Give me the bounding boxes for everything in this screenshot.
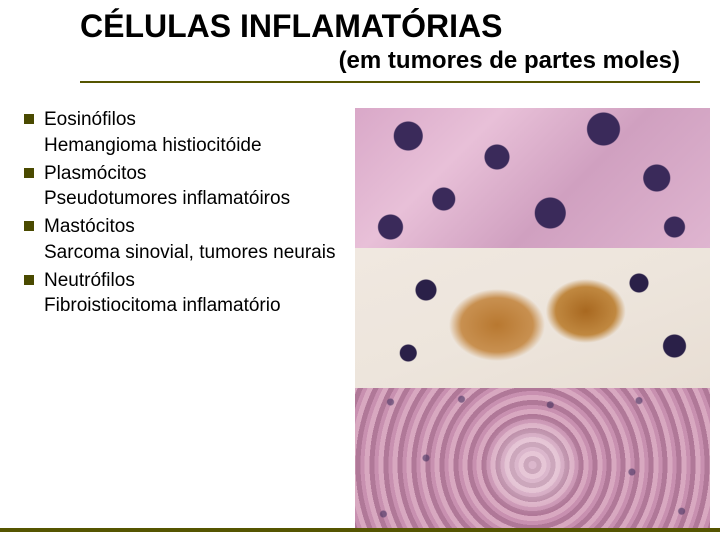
image-column — [355, 108, 710, 528]
title-divider — [80, 81, 700, 83]
bullet-label: Neutrófilos — [44, 269, 135, 293]
bullet-icon — [24, 168, 34, 178]
slide: CÉLULAS INFLAMATÓRIAS (em tumores de par… — [0, 0, 720, 540]
list-item: Plasmócitos — [24, 162, 344, 186]
bullet-label: Plasmócitos — [44, 162, 146, 186]
bullet-label: Eosinófilos — [44, 108, 136, 132]
bullet-subtext: Sarcoma sinovial, tumores neurais — [44, 241, 344, 265]
histology-image-3 — [355, 388, 710, 528]
bullet-icon — [24, 275, 34, 285]
slide-subtitle: (em tumores de partes moles) — [80, 47, 700, 75]
list-item: Mastócitos — [24, 215, 344, 239]
bullet-icon — [24, 114, 34, 124]
histology-image-2 — [355, 248, 710, 388]
footer-divider — [0, 528, 720, 532]
list-item: Neutrófilos — [24, 269, 344, 293]
bullet-label: Mastócitos — [44, 215, 135, 239]
title-block: CÉLULAS INFLAMATÓRIAS (em tumores de par… — [0, 0, 720, 83]
list-item: Eosinófilos — [24, 108, 344, 132]
content-area: Eosinófilos Hemangioma histiocitóide Pla… — [0, 108, 720, 540]
slide-title: CÉLULAS INFLAMATÓRIAS — [80, 8, 700, 45]
bullet-subtext: Fibroistiocitoma inflamatório — [44, 294, 344, 318]
bullet-list: Eosinófilos Hemangioma histiocitóide Pla… — [24, 108, 344, 322]
bullet-subtext: Pseudotumores inflamatóiros — [44, 187, 344, 211]
bullet-icon — [24, 221, 34, 231]
histology-image-1 — [355, 108, 710, 248]
bullet-subtext: Hemangioma histiocitóide — [44, 134, 344, 158]
